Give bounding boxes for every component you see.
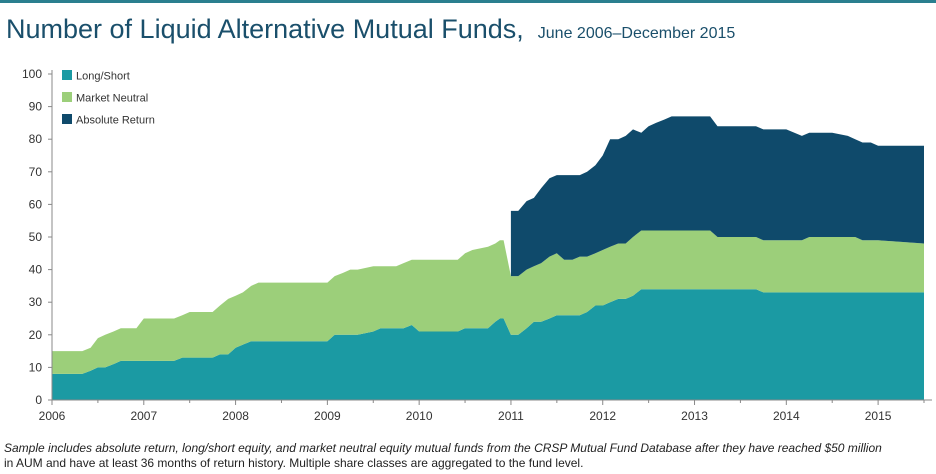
- y-tick-label: 70: [29, 165, 43, 179]
- x-tick-label: 2009: [314, 409, 341, 423]
- series-area-absolute-return: [510, 116, 924, 277]
- x-tick-label: 2006: [39, 409, 66, 423]
- legend-swatch: [62, 114, 72, 124]
- y-tick-label: 90: [29, 100, 43, 114]
- series-area-long-short: [52, 289, 924, 400]
- chart-caption: Sample includes absolute return, long/sh…: [4, 441, 932, 471]
- legend-label: Absolute Return: [76, 115, 155, 127]
- caption-italic: Sample includes absolute return, long/sh…: [4, 441, 882, 455]
- legend-label: Market Neutral: [76, 93, 148, 105]
- legend-swatch: [62, 92, 72, 102]
- caption-plain: in AUM and have at least 36 months of re…: [4, 456, 584, 470]
- plot-area: [52, 116, 924, 400]
- x-tick-label: 2008: [222, 409, 249, 423]
- top-border: [0, 0, 936, 3]
- legend: Long/Short Market Neutral Absolute Return: [62, 70, 155, 127]
- y-tick-label: 10: [29, 360, 43, 374]
- legend-swatch: [62, 70, 72, 80]
- legend-label: Long/Short: [76, 71, 130, 83]
- x-tick-label: 2010: [406, 409, 433, 423]
- y-tick-label: 60: [29, 197, 43, 211]
- chart-title: Number of Liquid Alternative Mutual Fund…: [6, 14, 524, 44]
- x-tick-label: 2012: [589, 409, 616, 423]
- chart-subtitle: June 2006–December 2015: [537, 25, 736, 42]
- y-tick-label: 20: [29, 328, 43, 342]
- x-tick-label: 2015: [865, 409, 892, 423]
- axes: 0 10 20 30 40 50 60 70 80 90 100 2006 2007 2008 2009 20…: [22, 67, 932, 423]
- x-tick-label: 2013: [681, 409, 708, 423]
- x-tick-label: 2007: [130, 409, 157, 423]
- y-tick-label: 0: [35, 393, 42, 407]
- y-tick-label: 30: [29, 295, 43, 309]
- y-tick-label: 50: [29, 230, 43, 244]
- stacked-area-chart: 0 10 20 30 40 50 60 70 80 90 100 2006 2007 2008 2009 20…: [22, 67, 932, 423]
- series-area-market-neutral: [52, 230, 924, 374]
- x-tick-label: 2011: [498, 409, 524, 423]
- y-tick-label: 80: [29, 132, 43, 146]
- chart-header: Number of Liquid Alternative Mutual Fund…: [6, 14, 735, 45]
- x-tick-label: 2014: [773, 409, 800, 423]
- y-tick-label: 40: [29, 263, 43, 277]
- y-tick-label: 100: [22, 67, 42, 81]
